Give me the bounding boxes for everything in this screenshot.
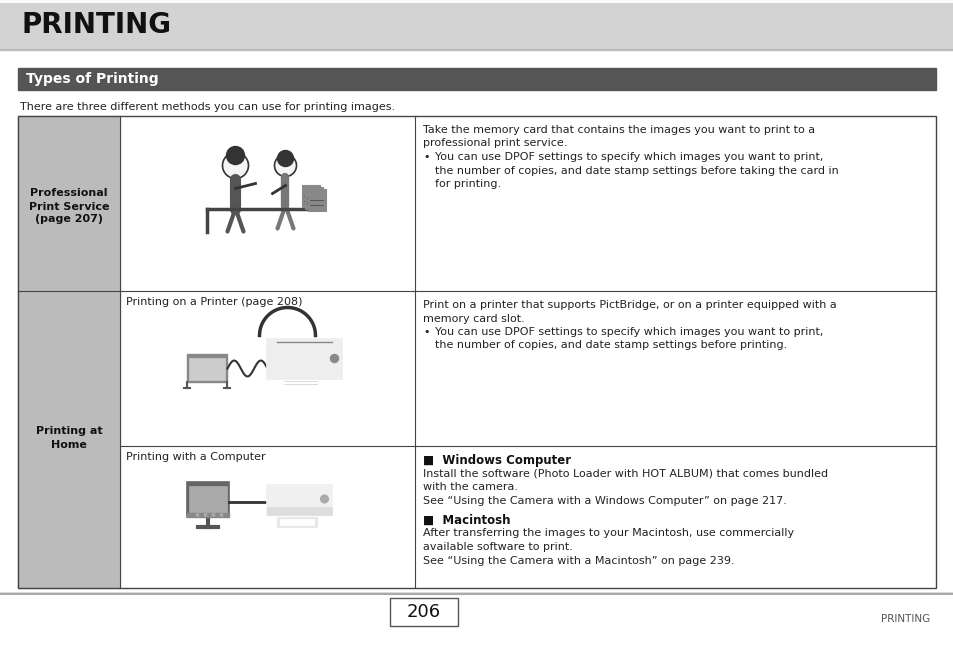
Text: (page 207): (page 207) — [35, 214, 103, 225]
Text: the number of copies, and date stamp settings before printing.: the number of copies, and date stamp set… — [435, 340, 786, 351]
Circle shape — [274, 154, 296, 176]
Text: with the camera.: with the camera. — [422, 482, 517, 492]
Text: for printing.: for printing. — [435, 179, 500, 189]
Bar — [302, 185, 320, 207]
Text: Professional: Professional — [30, 189, 108, 198]
Text: 206: 206 — [407, 603, 440, 621]
Text: PRINTING: PRINTING — [880, 614, 929, 624]
Text: Install the software (Photo Loader with HOT ALBUM) that comes bundled: Install the software (Photo Loader with … — [422, 468, 827, 479]
Bar — [0, 0, 953, 50]
Circle shape — [222, 152, 248, 178]
Bar — [390, 598, 457, 626]
Text: Take the memory card that contains the images you want to print to a: Take the memory card that contains the i… — [422, 125, 814, 135]
Text: There are three different methods you can use for printing images.: There are three different methods you ca… — [20, 102, 395, 112]
Bar — [18, 116, 120, 588]
Text: You can use DPOF settings to specify which images you want to print,: You can use DPOF settings to specify whi… — [435, 152, 822, 162]
Circle shape — [330, 355, 338, 362]
Circle shape — [226, 147, 244, 165]
Bar — [188, 353, 227, 382]
Bar — [267, 507, 333, 515]
Circle shape — [277, 151, 294, 167]
Bar — [18, 68, 935, 90]
Circle shape — [220, 514, 222, 516]
Text: available software to print.: available software to print. — [422, 542, 572, 552]
Circle shape — [204, 514, 207, 516]
Bar — [267, 339, 342, 379]
Text: Home: Home — [51, 439, 87, 450]
Text: memory card slot.: memory card slot. — [422, 313, 524, 324]
Text: Types of Printing: Types of Printing — [26, 72, 158, 86]
Text: •: • — [422, 327, 429, 337]
Text: Printing with a Computer: Printing with a Computer — [126, 452, 265, 462]
Bar — [308, 189, 326, 211]
Bar — [280, 379, 325, 391]
Bar — [280, 519, 314, 525]
Circle shape — [213, 514, 214, 516]
Text: professional print service.: professional print service. — [422, 138, 567, 149]
Text: After transferring the images to your Macintosh, use commercially: After transferring the images to your Ma… — [422, 528, 793, 539]
Bar — [18, 116, 935, 588]
Circle shape — [320, 495, 328, 503]
Text: Printing on a Printer (page 208): Printing on a Printer (page 208) — [126, 297, 302, 307]
Text: PRINTING: PRINTING — [22, 11, 172, 39]
Text: Printing at: Printing at — [35, 426, 102, 437]
Text: See “Using the Camera with a Macintosh” on page 239.: See “Using the Camera with a Macintosh” … — [422, 556, 734, 565]
Text: ■  Macintosh: ■ Macintosh — [422, 514, 510, 527]
Text: the number of copies, and date stamp settings before taking the card in: the number of copies, and date stamp set… — [435, 165, 838, 176]
Bar — [188, 513, 230, 517]
Bar — [188, 482, 230, 517]
Text: Print on a printer that supports PictBridge, or on a printer equipped with a: Print on a printer that supports PictBri… — [422, 300, 836, 310]
Text: See “Using the Camera with a Windows Computer” on page 217.: See “Using the Camera with a Windows Com… — [422, 495, 786, 506]
Bar — [267, 485, 333, 515]
Circle shape — [196, 514, 198, 516]
Text: •: • — [422, 152, 429, 162]
Text: Print Service: Print Service — [29, 202, 110, 211]
Text: You can use DPOF settings to specify which images you want to print,: You can use DPOF settings to specify whi… — [435, 327, 822, 337]
Text: ■  Windows Computer: ■ Windows Computer — [422, 454, 571, 467]
Bar — [190, 486, 227, 515]
Bar — [190, 357, 225, 379]
Bar — [277, 517, 317, 527]
Bar — [305, 187, 323, 209]
